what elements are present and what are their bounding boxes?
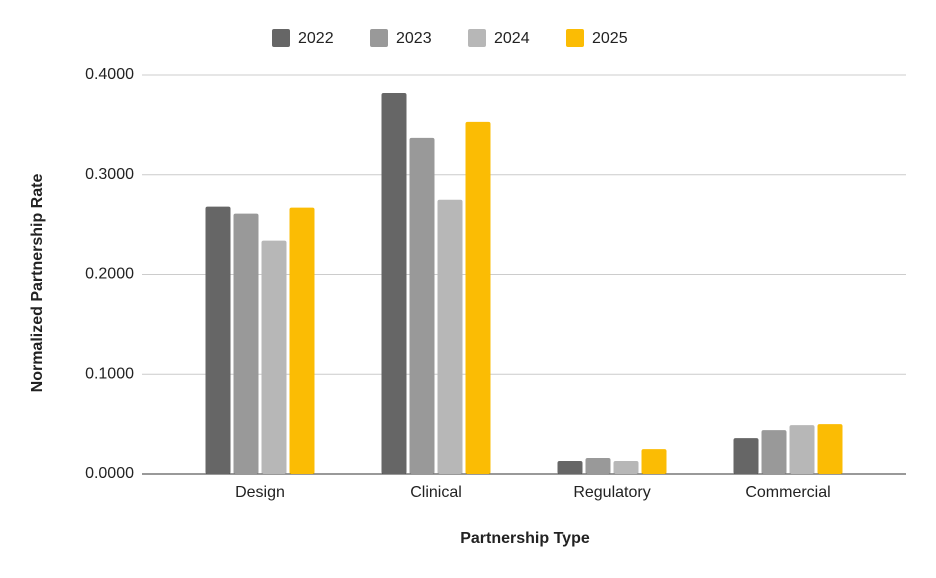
- x-tick-label: Regulatory: [573, 484, 650, 501]
- legend-swatch: [468, 29, 486, 47]
- legend-label: 2022: [298, 30, 334, 47]
- bar: [641, 449, 667, 474]
- x-tick-label: Commercial: [745, 484, 830, 501]
- bar: [409, 137, 435, 474]
- bar: [789, 425, 815, 474]
- bar: [233, 213, 259, 474]
- x-tick-label: Design: [235, 484, 285, 501]
- bar: [289, 207, 315, 475]
- legend-swatch: [272, 29, 290, 47]
- bar: [733, 438, 759, 474]
- bar: [465, 121, 491, 474]
- legend-label: 2025: [592, 30, 628, 47]
- x-axis-title: Partnership Type: [460, 530, 590, 547]
- legend-swatch: [566, 29, 584, 47]
- y-axis-title: Normalized Partnership Rate: [29, 174, 46, 393]
- y-tick-label: 0.0000: [85, 465, 134, 482]
- legend-label: 2024: [494, 30, 530, 47]
- y-tick-label: 0.4000: [85, 66, 134, 83]
- legend-swatch: [370, 29, 388, 47]
- x-tick-label: Clinical: [410, 484, 462, 501]
- y-tick-label: 0.3000: [85, 166, 134, 183]
- bar: [613, 461, 639, 474]
- bar: [437, 199, 463, 474]
- bar: [585, 458, 611, 474]
- bar: [817, 424, 843, 474]
- bar: [557, 461, 583, 474]
- bar: [261, 240, 287, 474]
- bar: [381, 92, 407, 474]
- y-tick-label: 0.2000: [85, 266, 134, 283]
- bar: [205, 206, 231, 475]
- y-tick-label: 0.1000: [85, 365, 134, 382]
- legend-label: 2023: [396, 30, 432, 47]
- bar: [761, 430, 787, 474]
